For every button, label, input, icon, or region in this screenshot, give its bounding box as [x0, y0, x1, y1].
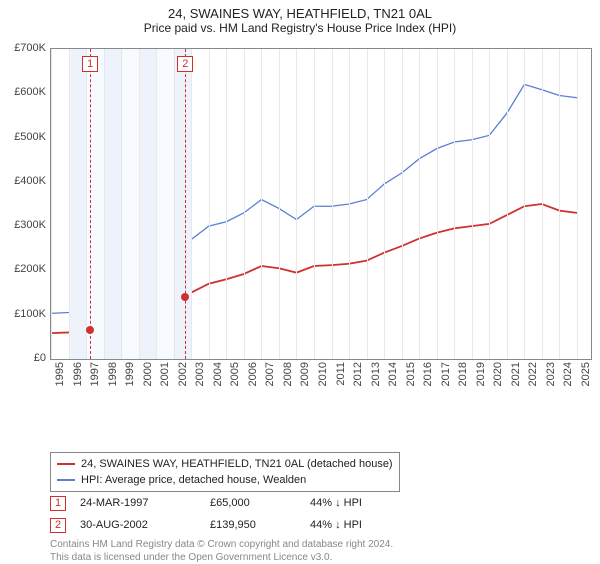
x-axis-label: 2022 — [527, 362, 539, 386]
x-axis-label: 2023 — [545, 362, 557, 386]
x-axis-label: 2019 — [475, 362, 487, 386]
x-axis-label: 2003 — [194, 362, 206, 386]
x-axis-label: 1997 — [89, 362, 101, 386]
x-axis-label: 1996 — [72, 362, 84, 386]
y-axis-label: £300K — [2, 219, 46, 231]
gridline — [121, 49, 122, 359]
sale-point-dot — [86, 326, 94, 334]
x-axis-label: 2018 — [457, 362, 469, 386]
chart-subtitle: Price paid vs. HM Land Registry's House … — [0, 21, 600, 39]
sale-marker-badge: 2 — [177, 56, 193, 72]
gridline — [51, 49, 52, 359]
x-axis-label: 2021 — [510, 362, 522, 386]
gridline — [332, 49, 333, 359]
gridline — [296, 49, 297, 359]
gridline — [69, 49, 70, 359]
y-axis-label: £200K — [2, 263, 46, 275]
shaded-band — [121, 49, 139, 359]
gridline — [191, 49, 192, 359]
x-axis-label: 2009 — [299, 362, 311, 386]
gridline — [349, 49, 350, 359]
shaded-band — [156, 49, 174, 359]
shaded-band — [139, 49, 157, 359]
credit-line-2: This data is licensed under the Open Gov… — [50, 551, 393, 564]
gridline — [279, 49, 280, 359]
x-axis-label: 2024 — [562, 362, 574, 386]
gridline — [524, 49, 525, 359]
gridline — [507, 49, 508, 359]
x-axis-label: 1998 — [107, 362, 119, 386]
x-axis-label: 2010 — [317, 362, 329, 386]
sale-marker-line — [90, 49, 91, 359]
y-axis-label: £100K — [2, 308, 46, 320]
x-axis-label: 2007 — [264, 362, 276, 386]
y-axis-label: £500K — [2, 131, 46, 143]
y-axis-label: £700K — [2, 42, 46, 54]
x-axis-label: 2020 — [492, 362, 504, 386]
x-axis-label: 2004 — [212, 362, 224, 386]
x-axis-label: 2000 — [142, 362, 154, 386]
shaded-band — [86, 49, 104, 359]
gridline — [577, 49, 578, 359]
x-axis-label: 2005 — [229, 362, 241, 386]
gridline — [104, 49, 105, 359]
gridline — [559, 49, 560, 359]
legend-item: HPI: Average price, detached house, Weal… — [57, 472, 393, 488]
gridline — [542, 49, 543, 359]
legend-item: 24, SWAINES WAY, HEATHFIELD, TN21 0AL (d… — [57, 456, 393, 472]
shaded-band — [69, 49, 87, 359]
sale-marker-badge: 1 — [82, 56, 98, 72]
gridline — [454, 49, 455, 359]
gridline — [209, 49, 210, 359]
sales-table-row: 230-AUG-2002£139,95044% ↓ HPI — [50, 514, 362, 536]
x-axis-label: 2016 — [422, 362, 434, 386]
shaded-band — [174, 49, 192, 359]
gridline — [86, 49, 87, 359]
gridline — [384, 49, 385, 359]
gridline — [489, 49, 490, 359]
x-axis-label: 2014 — [387, 362, 399, 386]
gridline — [472, 49, 473, 359]
gridline — [261, 49, 262, 359]
plot-area — [50, 48, 592, 360]
gridline — [314, 49, 315, 359]
credit-text: Contains HM Land Registry data © Crown c… — [50, 538, 393, 564]
x-axis-label: 1995 — [54, 362, 66, 386]
x-axis-label: 2013 — [370, 362, 382, 386]
x-axis-label: 2017 — [440, 362, 452, 386]
chart-title: 24, SWAINES WAY, HEATHFIELD, TN21 0AL — [0, 0, 600, 21]
gridline — [419, 49, 420, 359]
sales-table-row: 124-MAR-1997£65,00044% ↓ HPI — [50, 492, 362, 514]
y-axis-label: £0 — [2, 352, 46, 364]
y-axis-label: £600K — [2, 86, 46, 98]
gridline — [244, 49, 245, 359]
x-axis-label: 2001 — [159, 362, 171, 386]
x-axis-label: 2015 — [405, 362, 417, 386]
x-axis-label: 2011 — [335, 362, 347, 386]
gridline — [156, 49, 157, 359]
x-axis-label: 2002 — [177, 362, 189, 386]
x-axis-label: 2006 — [247, 362, 259, 386]
credit-line-1: Contains HM Land Registry data © Crown c… — [50, 538, 393, 551]
y-axis-label: £400K — [2, 175, 46, 187]
x-axis-label: 2012 — [352, 362, 364, 386]
sale-point-dot — [181, 293, 189, 301]
gridline — [174, 49, 175, 359]
gridline — [226, 49, 227, 359]
x-axis-label: 2025 — [580, 362, 592, 386]
x-axis-label: 1999 — [124, 362, 136, 386]
x-axis-label: 2008 — [282, 362, 294, 386]
gridline — [402, 49, 403, 359]
sale-marker-line — [185, 49, 186, 359]
gridline — [437, 49, 438, 359]
sales-table: 124-MAR-1997£65,00044% ↓ HPI230-AUG-2002… — [50, 492, 362, 536]
legend-box: 24, SWAINES WAY, HEATHFIELD, TN21 0AL (d… — [50, 452, 400, 492]
shaded-band — [104, 49, 122, 359]
gridline — [139, 49, 140, 359]
gridline — [367, 49, 368, 359]
